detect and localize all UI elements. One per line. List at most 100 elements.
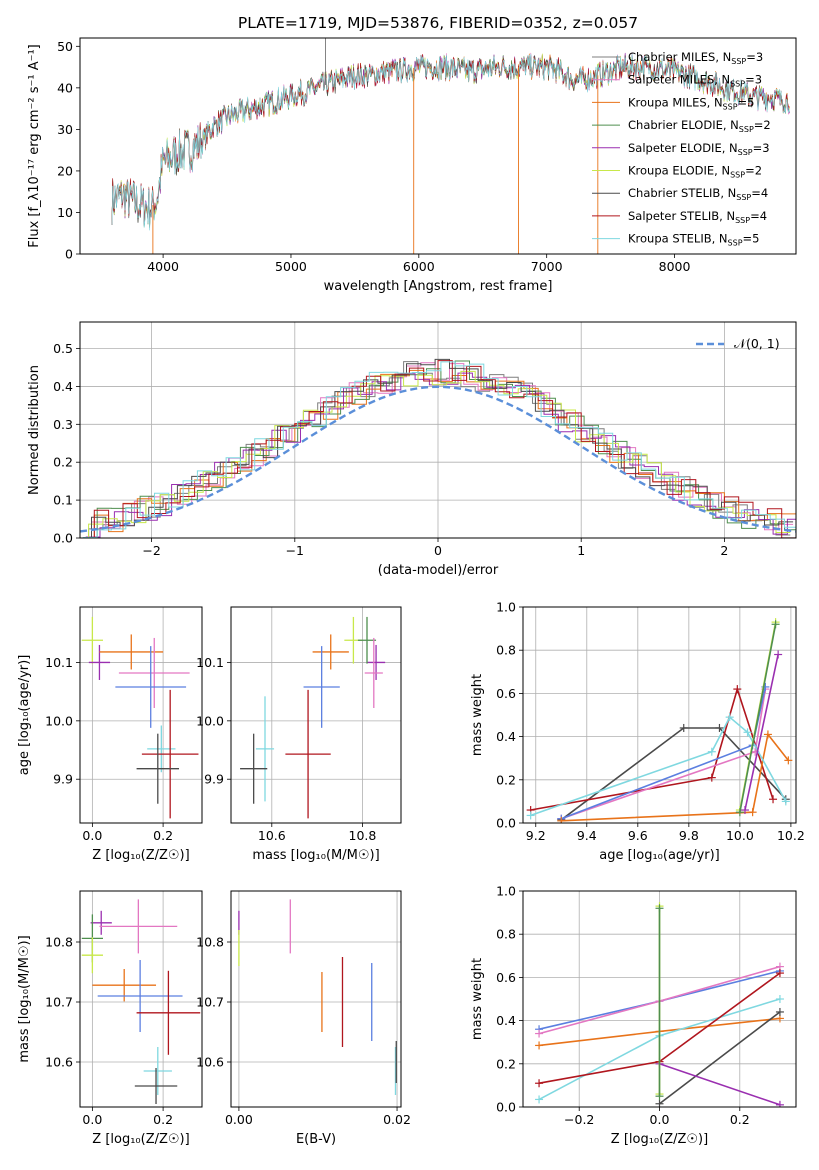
histogram-salpeter-elodie	[85, 372, 796, 538]
legend-label: Chabrier STELIB, NSSP=4	[628, 186, 768, 202]
y-tick-label: 10.8	[196, 935, 224, 950]
y-tick-label: 10.0	[45, 713, 73, 728]
histogram-salpeter-miles	[80, 362, 794, 538]
y-tick-label: 10.8	[45, 935, 73, 950]
x-tick-label: 9.4	[577, 828, 597, 843]
y-tick-label: 30	[57, 122, 73, 137]
axes-frame	[79, 37, 797, 255]
x-axis-label: Z [log₁₀(Z/Z☉)]	[92, 848, 189, 863]
y-tick-label: 9.9	[53, 772, 73, 787]
x-axis-label: (data-model)/error	[378, 563, 499, 578]
y-tick-label: 0	[65, 247, 73, 262]
y-axis-label: Normed distribution	[27, 365, 42, 495]
x-tick-label: 10.6	[258, 828, 286, 843]
y-axis-label: age [log₁₀(age/yr)]	[17, 655, 32, 776]
y-axis-label: mass [log₁₀(M/M☉)]	[17, 935, 32, 1062]
y-tick-label: 10.7	[45, 995, 73, 1010]
line-group	[535, 902, 784, 1107]
y-tick-label: 10.0	[196, 713, 224, 728]
legend-label: Salpeter MILES, NSSP=3	[628, 73, 762, 89]
y-tick-label: 0.1	[53, 493, 73, 508]
histogram-chabrier-elodie	[82, 360, 796, 538]
legend-label: Kroupa MILES, NSSP=5	[628, 95, 754, 111]
y-tick-label: 0.2	[496, 1056, 516, 1071]
series-chabrier-stelib	[659, 1011, 781, 1105]
spectrum-kroupa-stelib	[111, 53, 790, 231]
axes-frame	[230, 890, 402, 1108]
x-tick-label: 9.2	[526, 828, 546, 843]
y-tick-label: 0.4	[496, 729, 516, 744]
axes-frame	[522, 606, 797, 824]
y-tick-label: 9.9	[204, 772, 224, 787]
line-group	[526, 618, 793, 823]
y-tick-label: 0.0	[53, 531, 73, 546]
x-tick-label: 0.0	[650, 1112, 670, 1127]
axes-frame	[79, 606, 203, 824]
y-tick-label: 1.0	[496, 600, 516, 615]
x-tick-label: 6000	[403, 259, 435, 274]
x-axis-label: E(B-V)	[296, 1132, 336, 1147]
y-tick-label: 10.6	[45, 1055, 73, 1070]
axes-frame	[230, 606, 402, 824]
histogram-group	[80, 358, 796, 538]
y-tick-label: 40	[57, 80, 73, 95]
x-tick-label: 0	[434, 543, 442, 558]
series-salpeter-stelib	[530, 686, 774, 811]
y-tick-label: 0.0	[496, 816, 516, 831]
x-tick-label: 9.6	[628, 828, 648, 843]
x-tick-label: 1	[577, 543, 585, 558]
y-axis-label: Flux [f_λ10⁻¹⁷ erg cm⁻² s⁻¹ A⁻¹]	[27, 44, 42, 248]
y-tick-label: 0.0	[496, 1100, 516, 1115]
x-axis-label: Z [log₁₀(Z/Z☉)]	[92, 1132, 189, 1147]
legend-label: Kroupa ELODIE, NSSP=2	[628, 164, 762, 180]
y-tick-label: 10.7	[196, 995, 224, 1010]
y-tick-label: 20	[57, 163, 73, 178]
y-tick-label: 50	[57, 39, 73, 54]
x-tick-label: 0.2	[730, 1112, 750, 1127]
x-tick-label: −1	[286, 543, 304, 558]
series-salpeter-elodie	[744, 654, 779, 811]
x-axis-label: wavelength [Angstrom, rest frame]	[324, 279, 553, 294]
normal-curve	[80, 385, 796, 533]
y-tick-label: 0.5	[53, 341, 73, 356]
x-tick-label: 10.2	[777, 828, 805, 843]
legend-label: 𝒩(0, 1)	[734, 336, 780, 351]
x-tick-label: 10.0	[726, 828, 754, 843]
x-axis-label: Z [log₁₀(Z/Z☉)]	[611, 1132, 708, 1147]
axes-frame	[79, 321, 797, 539]
errorbar-group	[81, 616, 199, 819]
histogram-kroupa-elodie	[80, 370, 791, 538]
y-tick-label: 0.8	[496, 643, 516, 658]
x-tick-label: −0.2	[564, 1112, 594, 1127]
legend-label: Kroupa STELIB, NSSP=5	[628, 232, 759, 248]
legend-label: Salpeter ELODIE, NSSP=3	[628, 141, 770, 157]
histogram-kroupa-stelib	[82, 361, 796, 538]
legend-label: Salpeter STELIB, NSSP=4	[628, 209, 767, 225]
spectrum-lines	[111, 38, 790, 254]
y-tick-label: 0.8	[496, 927, 516, 942]
figure-title: PLATE=1719, MJD=53876, FIBERID=0352, z=0…	[238, 14, 638, 32]
y-tick-label: 0.6	[496, 686, 516, 701]
x-tick-label: 0.0	[82, 828, 102, 843]
y-tick-label: 0.4	[496, 1013, 516, 1028]
x-tick-label: 2	[720, 543, 728, 558]
x-axis-label: mass [log₁₀(M/M☉)]	[252, 848, 379, 863]
errorbar-group	[240, 616, 386, 819]
series-chabrier-stelib	[560, 727, 787, 821]
axes-frame	[79, 890, 203, 1108]
y-tick-label: 1.0	[496, 884, 516, 899]
x-tick-label: 0.2	[153, 1112, 173, 1127]
x-axis-label: age [log₁₀(age/yr)]	[599, 848, 720, 863]
y-tick-label: 10.6	[196, 1055, 224, 1070]
x-tick-label: 7000	[531, 259, 563, 274]
y-tick-label: 0.2	[496, 772, 516, 787]
x-tick-label: 0.02	[383, 1112, 411, 1127]
x-tick-label: −2	[142, 543, 160, 558]
x-tick-label: 0.00	[225, 1112, 253, 1127]
series-salpeter-elodie	[659, 1063, 781, 1106]
axes-frame	[522, 890, 797, 1108]
y-tick-label: 10.1	[45, 655, 73, 670]
legend-label: Chabrier ELODIE, NSSP=2	[628, 118, 771, 134]
chart-layer: 4000 5000 6000 7000 800001020304050wavelengt…	[17, 37, 805, 1147]
legend-label: Chabrier MILES, NSSP=3	[628, 50, 763, 66]
